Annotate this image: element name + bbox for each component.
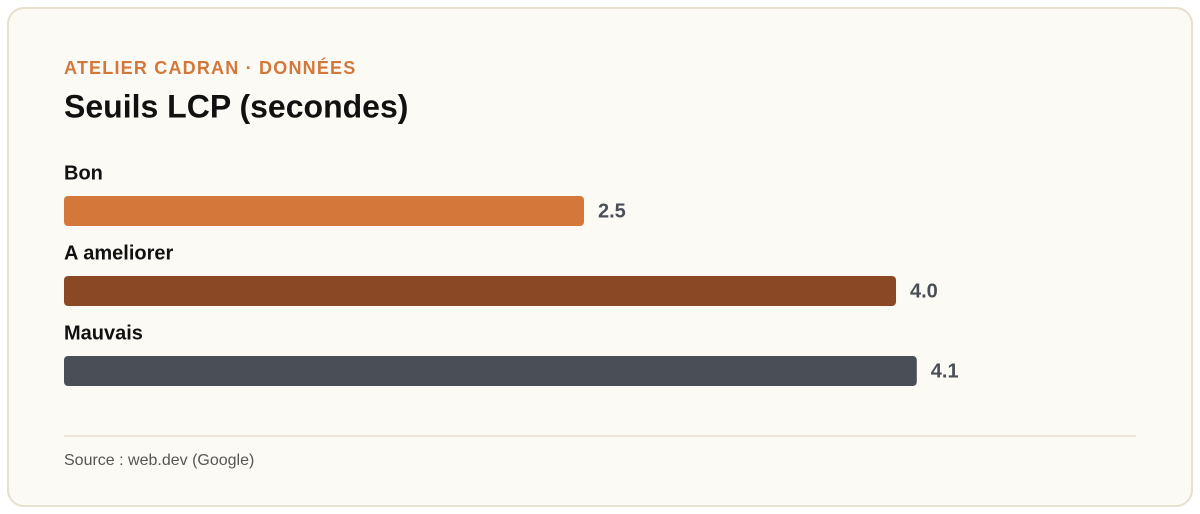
bar: [64, 196, 584, 226]
value-label: 2.5: [598, 200, 626, 222]
kicker: ATELIER CADRAN · DONNÉES: [64, 57, 356, 78]
category-label: Mauvais: [64, 322, 143, 344]
category-label: Bon: [64, 162, 103, 184]
bar: [64, 276, 896, 306]
value-label: 4.0: [910, 280, 938, 302]
source: Source : web.dev (Google): [64, 452, 254, 469]
card: [7, 7, 1193, 507]
chart-title: Seuils LCP (secondes): [64, 88, 408, 124]
category-label: A ameliorer: [64, 242, 174, 264]
value-label: 4.1: [931, 360, 959, 382]
bar: [64, 356, 917, 386]
